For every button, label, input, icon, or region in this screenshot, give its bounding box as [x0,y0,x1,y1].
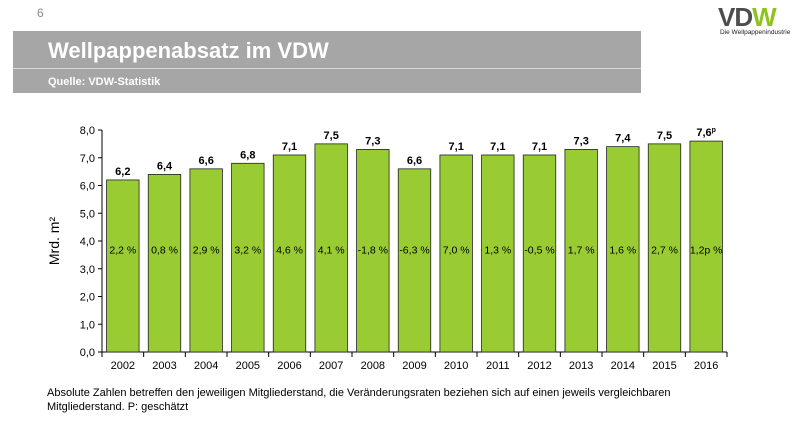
x-tick-label: 2002 [111,360,135,372]
x-tick-label: 2007 [319,360,343,372]
logo-letter-d: D [734,2,753,32]
bar-change-label: 1,2p % [690,244,723,256]
bar-value-label: 7,1 [532,141,547,153]
y-tick-label: 8,0 [80,125,95,137]
bar-value-label: 6,6 [407,155,422,167]
bar-change-label: 4,1 % [318,244,345,256]
bar [272,154,307,353]
x-tick-label: 2011 [486,360,510,372]
page-title: Wellpappenabsatz im VDW [48,38,329,63]
bar [481,154,515,353]
header-band [13,31,641,93]
x-tick-label: 2016 [694,360,718,372]
bar-change-label: 7,0 % [443,244,470,256]
bar-change-label: -0,5 % [524,244,554,256]
footnote: Absolute Zahlen betreffen den jeweiligen… [47,387,671,413]
x-tick-label: 2014 [611,360,635,372]
bar [231,162,265,353]
bar-value-label: 6,6 [199,155,214,167]
bar-value-label: 7,1 [490,141,505,153]
bar-value-label: 6,8 [240,149,255,161]
bar-change-label: 1,3 % [484,244,511,256]
bar [356,149,390,353]
y-tick-label: 3,0 [80,264,95,276]
vdw-logo: VDW Die Wellpappenindustrie [718,2,794,38]
bar [564,149,598,353]
bar-change-label: 4,6 % [276,244,303,256]
x-tick-label: 2005 [236,360,260,372]
bar-value-label: 7,3 [574,135,589,147]
logo-wordmark: VDW [718,2,777,32]
bar-value-label: 6,2 [115,166,130,178]
bar-value-label: 7,1 [449,141,464,153]
bar-value-label: 7,4 [615,133,631,145]
bar-change-label: 1,6 % [609,244,636,256]
x-tick-label: 2013 [569,360,593,372]
bar-value-label: 7,6p [696,127,716,139]
bar-change-label: 0,8 % [151,244,178,256]
bar-value-label: 7,5 [657,130,672,142]
bar [397,168,432,353]
bar-value-label: 7,1 [282,141,297,153]
bar-value-label: 7,3 [365,135,380,147]
bar [606,146,640,353]
x-tick-label: 2009 [402,360,426,372]
x-tick-label: 2006 [277,360,301,372]
header-divider [13,68,641,69]
bar [647,143,682,353]
bar-change-label: 2,9 % [193,244,220,256]
slide-number: 6 [37,6,44,20]
logo-letter-v: V [718,2,735,32]
x-tick-label: 2008 [361,360,385,372]
y-tick-label: 6,0 [80,181,95,193]
bar-change-label: 2,7 % [651,244,678,256]
y-tick-label: 5,0 [80,208,95,220]
bar-change-label: 1,7 % [568,244,595,256]
bar [689,140,723,353]
bar-change-label: -1,8 % [358,244,388,256]
bar-change-label: 2,2 % [109,244,136,256]
bar [522,154,557,353]
bar [106,179,140,353]
bar-value-label: 7,5 [324,130,339,142]
x-tick-label: 2004 [194,360,218,372]
y-tick-label: 4,0 [80,236,95,248]
y-tick-label: 7,0 [80,153,95,165]
x-tick-label: 2010 [444,360,468,372]
y-tick-label: 0,0 [80,347,95,359]
x-tick-label: 2012 [527,360,551,372]
bar-change-label: 3,2 % [234,244,261,256]
bar-value-label: 6,4 [157,160,173,172]
y-axis-title: Mrd. m² [46,217,62,266]
bar [439,154,473,353]
x-tick-label: 2003 [152,360,176,372]
bar-change-label: -6,3 % [399,244,429,256]
bar [314,143,348,353]
logo-tagline: Die Wellpappenindustrie [720,29,791,36]
source-subtitle: Quelle: VDW-Statistik [48,76,161,88]
x-tick-label: 2015 [652,360,676,372]
bar [147,174,182,353]
logo-letter-w: W [752,2,777,32]
bar [189,168,223,353]
y-tick-label: 1,0 [80,319,95,331]
y-tick-label: 2,0 [80,292,95,304]
bar-value-label-suffix: p [712,127,716,134]
chart-svg: 0,0 1,0 2,0 3,0 4,0 5,0 6,0 7,0 8,0 Mrd. m² 6,2 2,2… [46,125,728,372]
bar-chart: 0,0 1,0 2,0 3,0 4,0 5,0 6,0 7,0 8,0 Mrd. m² 6,2 2,2… [46,116,742,376]
